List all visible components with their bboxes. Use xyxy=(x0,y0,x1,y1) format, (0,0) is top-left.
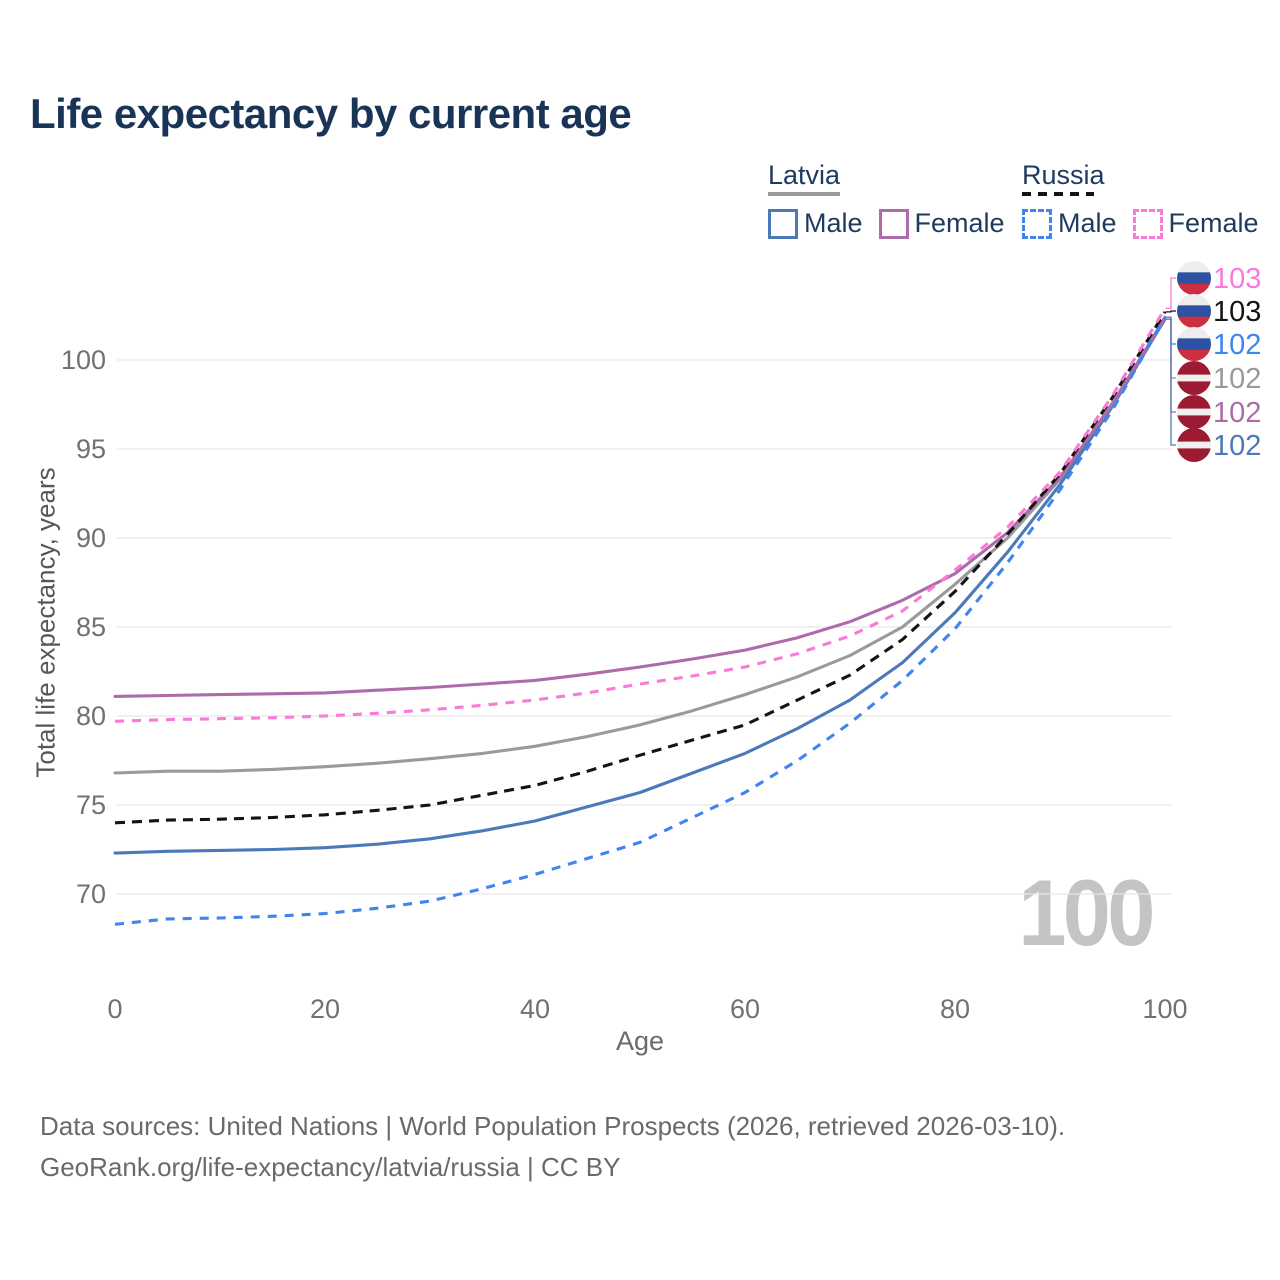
end-value-label: 102 xyxy=(1213,329,1261,361)
end-value-label: 103 xyxy=(1213,296,1261,328)
y-tick-label: 85 xyxy=(76,612,106,642)
series-line-lv-male xyxy=(113,317,1167,855)
leader-line xyxy=(1165,310,1176,313)
leader-line xyxy=(1165,318,1176,446)
legend-item-russia-male[interactable]: Male xyxy=(1022,208,1117,239)
end-value-label: 103 xyxy=(1213,263,1261,295)
legend-russia-label[interactable]: Russia xyxy=(1022,160,1105,190)
flag-stripe xyxy=(1177,415,1211,429)
flag-stripe xyxy=(1177,448,1211,462)
russia-male-swatch-icon xyxy=(1022,208,1052,239)
flag-ru-icon xyxy=(1177,261,1211,295)
flag-stripe xyxy=(1177,283,1211,295)
flag-stripe xyxy=(1177,338,1211,351)
flag-stripe xyxy=(1177,381,1211,395)
y-tick-label: 95 xyxy=(76,434,106,464)
flag-stripe xyxy=(1177,316,1211,328)
russia-female-swatch-icon xyxy=(1132,208,1163,239)
legend-item-latvia-male[interactable]: Male xyxy=(768,208,863,239)
end-value-label: 102 xyxy=(1213,397,1261,429)
x-tick-label: 80 xyxy=(940,994,970,1024)
legend-item-russia-female[interactable]: Female xyxy=(1132,208,1259,239)
x-tick-label: 40 xyxy=(520,994,550,1024)
legend-latvia-label[interactable]: Latvia xyxy=(768,160,841,190)
legend-item-label: Male xyxy=(804,208,863,238)
source-url-line: GeoRank.org/life-expectancy/latvia/russi… xyxy=(40,1152,621,1182)
flag-stripe xyxy=(1177,294,1211,306)
flag-stripe xyxy=(1177,361,1211,376)
legend-item-label: Female xyxy=(914,208,1005,238)
flag-stripe xyxy=(1177,374,1211,382)
page-title: Life expectancy by current age xyxy=(30,90,632,137)
legend-item-latvia-female[interactable]: Female xyxy=(878,208,1005,239)
x-tick-label: 0 xyxy=(107,994,122,1024)
latvia-female-swatch-icon xyxy=(878,208,909,239)
flag-lv-icon xyxy=(1177,428,1211,462)
legend-group-russia: Russia Male Female xyxy=(1022,160,1259,239)
leader-line xyxy=(1165,277,1176,310)
y-tick-label: 70 xyxy=(76,879,106,909)
flag-stripe xyxy=(1177,261,1211,273)
legend-group-latvia: Latvia Male Female xyxy=(768,160,1005,239)
flag-stripe xyxy=(1177,441,1211,449)
latvia-male-swatch-icon xyxy=(768,208,798,239)
flag-stripe xyxy=(1177,305,1211,318)
series-line-ru-all xyxy=(114,311,1167,825)
flag-stripe xyxy=(1177,408,1211,416)
end-value-label: 102 xyxy=(1213,363,1261,395)
flag-stripe xyxy=(1177,349,1211,361)
flag-stripe xyxy=(1177,395,1211,410)
x-tick-label: 100 xyxy=(1142,994,1187,1024)
flag-ru-icon xyxy=(1177,294,1211,328)
series-line-lv-all xyxy=(113,317,1167,775)
flag-lv-icon xyxy=(1177,395,1211,429)
flag-lv-icon xyxy=(1177,361,1211,395)
legend-item-label: Male xyxy=(1058,208,1117,238)
age-watermark: 100 xyxy=(1018,860,1155,965)
end-value-label: 102 xyxy=(1213,430,1261,462)
flag-stripe xyxy=(1177,272,1211,285)
russia-line-style-swatch xyxy=(1022,192,1094,196)
y-tick-label: 80 xyxy=(76,701,106,731)
footer-attribution: Data sources: United Nations | World Pop… xyxy=(40,1106,1065,1188)
y-tick-label: 75 xyxy=(76,790,106,820)
y-axis-title: Total life expectancy, years xyxy=(30,467,61,778)
flag-stripe xyxy=(1177,327,1211,339)
series-line-lv-female xyxy=(113,315,1167,698)
latvia-line-style-swatch xyxy=(768,192,840,196)
legend-item-label: Female xyxy=(1168,208,1259,238)
y-tick-label: 100 xyxy=(61,345,106,375)
data-sources-line: Data sources: United Nations | World Pop… xyxy=(40,1111,1066,1141)
x-tick-label: 60 xyxy=(730,994,760,1024)
series-line-ru-female xyxy=(114,307,1167,723)
series-line-ru-male xyxy=(114,316,1167,926)
x-axis-title: Age xyxy=(615,1026,665,1056)
y-tick-label: 90 xyxy=(76,523,106,553)
flag-ru-icon xyxy=(1177,327,1211,361)
x-tick-label: 20 xyxy=(310,994,340,1024)
flag-stripe xyxy=(1177,428,1211,443)
